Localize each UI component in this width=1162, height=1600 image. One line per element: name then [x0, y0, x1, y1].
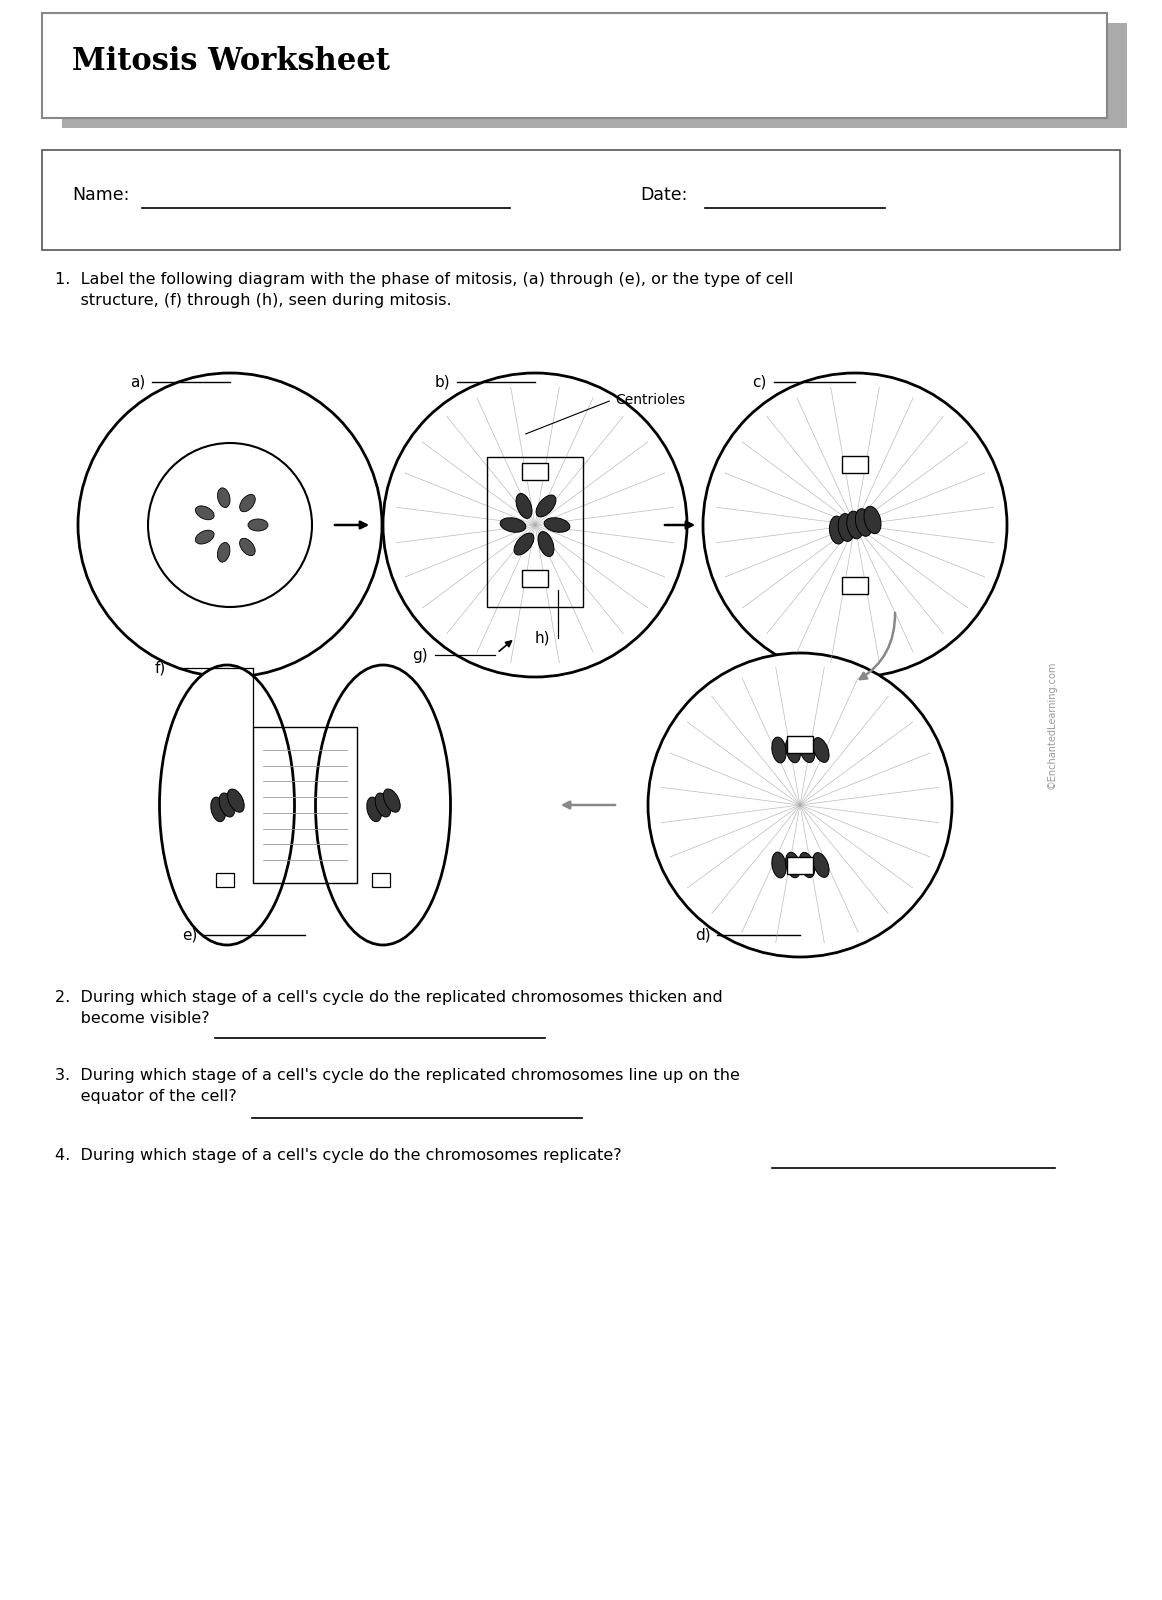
Text: a): a): [130, 374, 145, 389]
Text: Centrioles: Centrioles: [615, 394, 686, 406]
Ellipse shape: [813, 853, 829, 877]
Ellipse shape: [830, 517, 846, 544]
Text: Date:: Date:: [640, 186, 688, 203]
Ellipse shape: [536, 494, 555, 517]
FancyBboxPatch shape: [62, 22, 1127, 128]
Ellipse shape: [772, 853, 787, 878]
Ellipse shape: [772, 738, 787, 763]
FancyBboxPatch shape: [787, 736, 813, 754]
Text: c): c): [752, 374, 767, 389]
Text: ©EnchantedLearning.com: ©EnchantedLearning.com: [1047, 661, 1057, 789]
Ellipse shape: [847, 510, 863, 539]
FancyBboxPatch shape: [787, 858, 813, 874]
Text: 3.  During which stage of a cell's cycle do the replicated chromosomes line up o: 3. During which stage of a cell's cycle …: [55, 1069, 740, 1104]
Ellipse shape: [239, 538, 256, 555]
Text: g): g): [413, 648, 428, 662]
Text: e): e): [182, 928, 198, 942]
Ellipse shape: [383, 789, 400, 813]
Ellipse shape: [217, 488, 230, 507]
Text: 4.  During which stage of a cell's cycle do the chromosomes replicate?: 4. During which stage of a cell's cycle …: [55, 1149, 622, 1163]
Ellipse shape: [195, 506, 214, 520]
FancyBboxPatch shape: [216, 874, 234, 886]
Ellipse shape: [195, 530, 214, 544]
FancyBboxPatch shape: [522, 462, 548, 480]
FancyBboxPatch shape: [842, 578, 868, 594]
FancyBboxPatch shape: [372, 874, 390, 886]
Text: Name:: Name:: [72, 186, 129, 203]
Text: f): f): [155, 661, 166, 675]
Ellipse shape: [813, 738, 829, 762]
Ellipse shape: [375, 794, 390, 818]
Ellipse shape: [865, 506, 881, 534]
Ellipse shape: [217, 542, 230, 562]
Ellipse shape: [500, 518, 526, 533]
Ellipse shape: [799, 853, 815, 877]
Circle shape: [648, 653, 952, 957]
Text: 2.  During which stage of a cell's cycle do the replicated chromosomes thicken a: 2. During which stage of a cell's cycle …: [55, 990, 723, 1026]
FancyBboxPatch shape: [522, 570, 548, 587]
Ellipse shape: [838, 514, 854, 541]
Circle shape: [148, 443, 313, 606]
Ellipse shape: [516, 493, 532, 518]
Ellipse shape: [316, 666, 451, 946]
Ellipse shape: [514, 533, 533, 555]
Text: h): h): [535, 630, 551, 645]
Ellipse shape: [210, 797, 225, 822]
Ellipse shape: [239, 494, 256, 512]
Ellipse shape: [228, 789, 244, 813]
Text: d): d): [695, 928, 711, 942]
Ellipse shape: [538, 531, 554, 557]
Text: Mitosis Worksheet: Mitosis Worksheet: [72, 46, 390, 77]
Ellipse shape: [786, 853, 801, 878]
FancyBboxPatch shape: [42, 150, 1120, 250]
Ellipse shape: [855, 509, 873, 536]
Text: b): b): [435, 374, 451, 389]
Ellipse shape: [799, 738, 815, 763]
Ellipse shape: [786, 738, 801, 763]
Circle shape: [383, 373, 687, 677]
Ellipse shape: [159, 666, 294, 946]
Circle shape: [78, 373, 382, 677]
Ellipse shape: [544, 518, 569, 533]
FancyBboxPatch shape: [842, 456, 868, 474]
Ellipse shape: [367, 797, 381, 822]
Circle shape: [703, 373, 1007, 677]
Ellipse shape: [248, 518, 268, 531]
FancyBboxPatch shape: [42, 13, 1107, 118]
Ellipse shape: [220, 794, 235, 818]
Text: 1.  Label the following diagram with the phase of mitosis, (a) through (e), or t: 1. Label the following diagram with the …: [55, 272, 794, 307]
